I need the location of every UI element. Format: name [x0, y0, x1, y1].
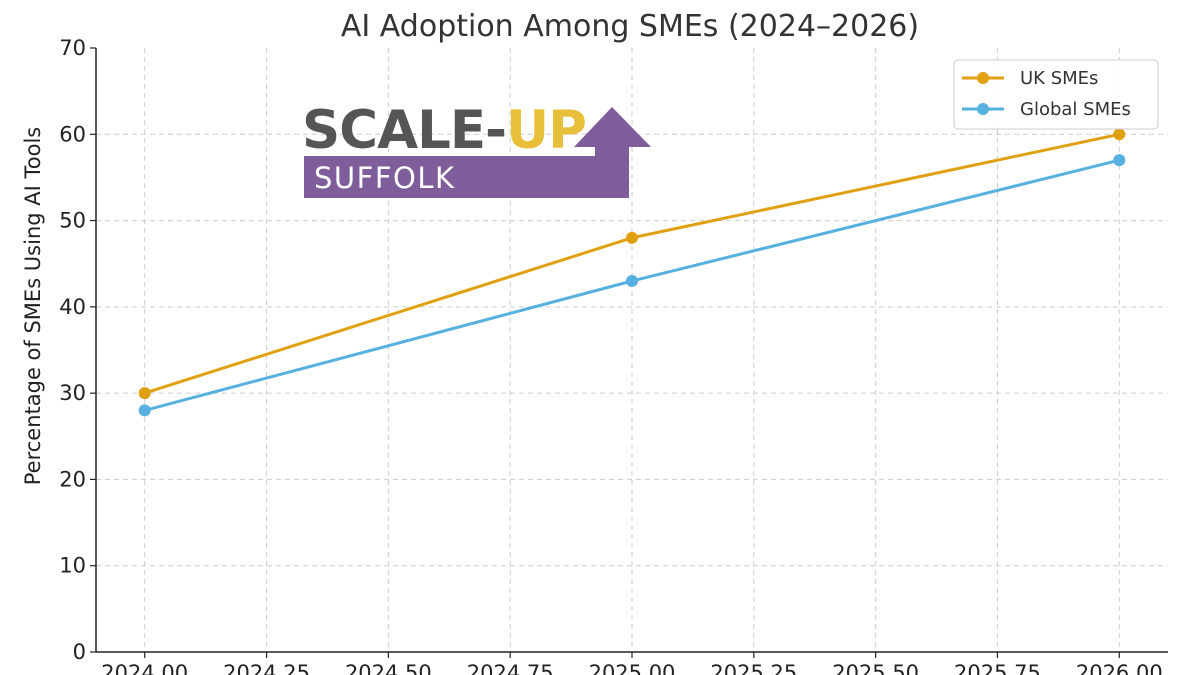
x-axis-ticks: 2024.00 2024.25 2024.50 2024.75 2025.00 2025.… [101, 652, 1163, 675]
y-tick-label: 40 [59, 295, 86, 319]
y-tick-label: 10 [59, 554, 86, 578]
x-tick-label: 2025.75 [954, 661, 1041, 675]
y-axis-ticks: 0 10 20 30 40 50 60 70 [59, 36, 96, 664]
y-tick-label: 30 [59, 381, 86, 405]
x-tick-label: 2025.25 [710, 661, 797, 675]
x-tick-label: 2025.50 [832, 661, 919, 675]
y-tick-label: 60 [59, 122, 86, 146]
y-tick-label: 0 [73, 640, 86, 664]
legend: UK SMEs Global SMEs [953, 59, 1159, 130]
logo-arrow-shape [304, 107, 651, 198]
x-tick-label: 2024.75 [467, 661, 554, 675]
x-tick-label: 2025.00 [589, 661, 676, 675]
chart-title: AI Adoption Among SMEs (2024–2026) [341, 9, 919, 44]
x-tick-label: 2024.25 [223, 661, 310, 675]
x-tick-label: 2024.50 [345, 661, 432, 675]
legend-label: UK SMEs [1020, 68, 1098, 89]
y-axis-label: Percentage of SMEs Using AI Tools [21, 127, 45, 486]
legend-swatch-marker [977, 72, 989, 84]
data-point-uk-smes [1113, 128, 1126, 141]
legend-label: Global SMEs [1020, 99, 1131, 120]
legend-box [953, 59, 1159, 130]
data-point-global-smes [626, 274, 638, 287]
legend-swatch-marker [977, 103, 989, 115]
y-tick-label: 70 [59, 36, 86, 60]
x-tick-label: 2024.00 [101, 661, 188, 675]
scale-up-suffolk-logo: SCALE-UP SUFFOLK [302, 100, 651, 198]
y-tick-label: 50 [59, 209, 86, 233]
data-point-global-smes [138, 404, 151, 417]
data-point-uk-smes [138, 387, 151, 400]
x-tick-label: 2026.00 [1076, 661, 1163, 675]
logo-scale-text: SCALE-UP [302, 100, 586, 161]
gridlines [96, 48, 1168, 652]
y-tick-label: 20 [59, 467, 86, 491]
data-point-uk-smes [626, 231, 638, 244]
data-series [138, 128, 1126, 417]
logo-suffolk-text: SUFFOLK [314, 161, 456, 195]
data-point-global-smes [1113, 154, 1126, 167]
